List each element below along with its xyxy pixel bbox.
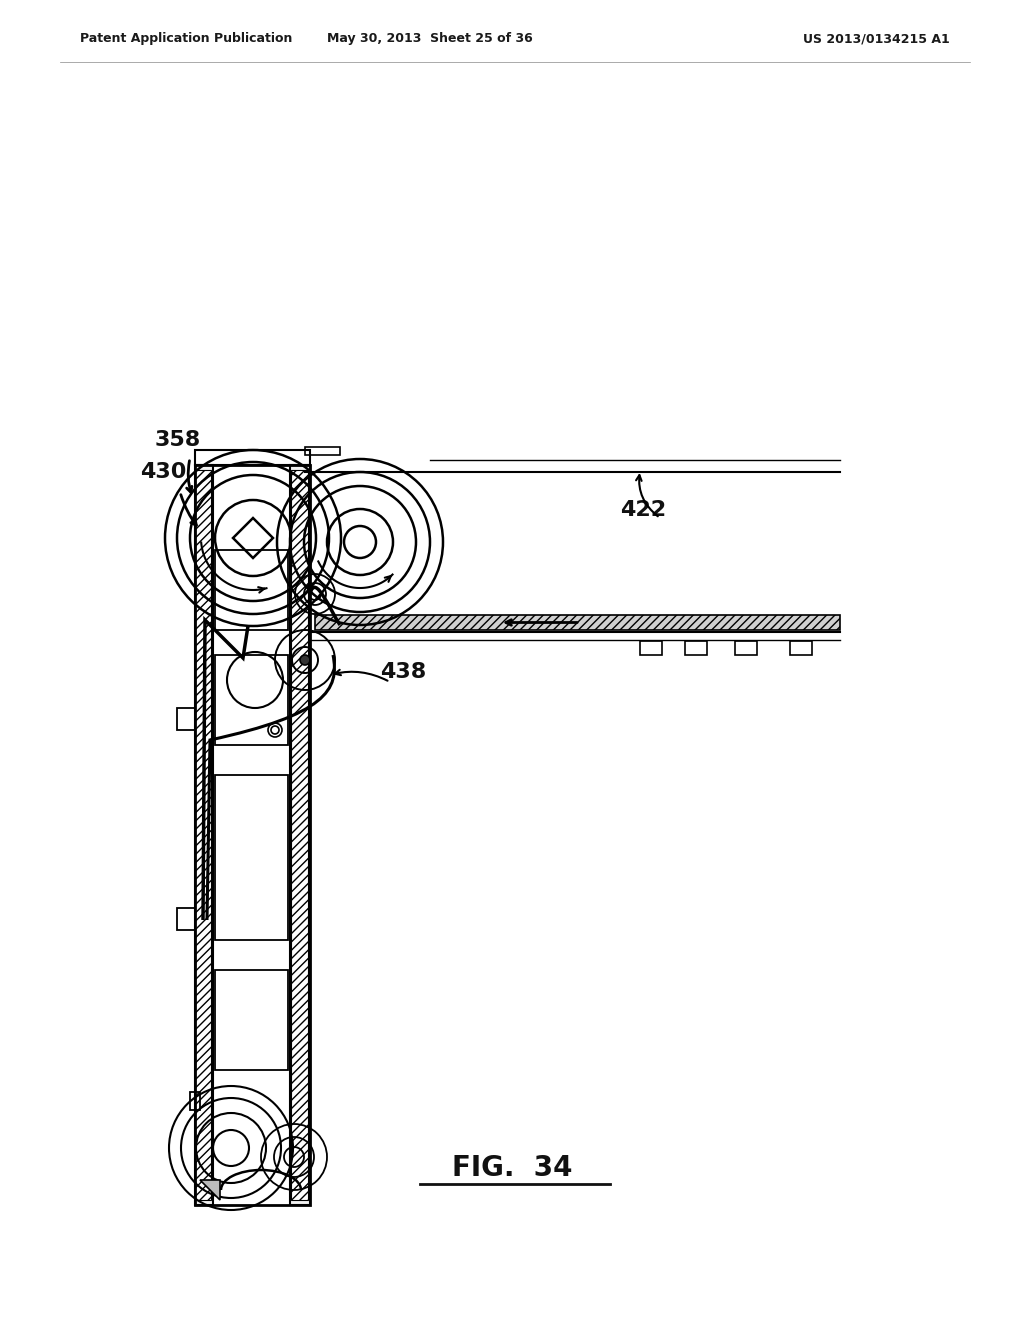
- Text: 358: 358: [155, 430, 202, 450]
- Text: May 30, 2013  Sheet 25 of 36: May 30, 2013 Sheet 25 of 36: [327, 32, 532, 45]
- Bar: [305, 447, 340, 455]
- Bar: [177, 708, 195, 730]
- Bar: [215, 550, 288, 630]
- Text: US 2013/0134215 A1: US 2013/0134215 A1: [803, 32, 950, 45]
- Bar: [215, 775, 288, 940]
- Bar: [315, 615, 840, 630]
- Bar: [640, 642, 662, 655]
- Text: 422: 422: [620, 500, 667, 520]
- Bar: [190, 1092, 200, 1110]
- Text: 438: 438: [380, 663, 426, 682]
- Text: FIG.  34: FIG. 34: [452, 1154, 572, 1181]
- Bar: [195, 470, 211, 1200]
- Circle shape: [300, 655, 310, 665]
- Text: Patent Application Publication: Patent Application Publication: [80, 32, 293, 45]
- Bar: [291, 470, 308, 1200]
- Bar: [685, 642, 707, 655]
- Bar: [195, 450, 310, 465]
- Bar: [215, 655, 288, 744]
- Bar: [790, 642, 812, 655]
- Text: 430: 430: [140, 462, 186, 482]
- Bar: [735, 642, 757, 655]
- Bar: [195, 465, 213, 1205]
- Bar: [177, 908, 195, 931]
- Bar: [290, 465, 310, 1205]
- Bar: [195, 465, 310, 1205]
- Bar: [215, 970, 288, 1071]
- Polygon shape: [200, 1180, 220, 1200]
